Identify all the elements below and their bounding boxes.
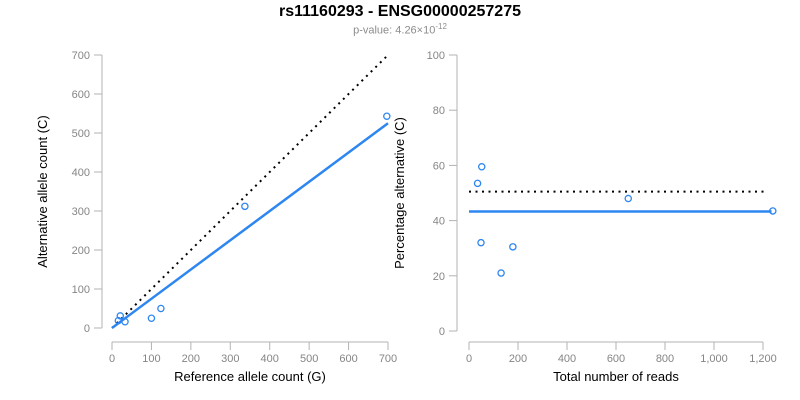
x-tick-label: 400 bbox=[558, 353, 576, 365]
y-tick-label: 0 bbox=[439, 326, 445, 338]
x-tick-label: 200 bbox=[182, 353, 200, 365]
x-tick-label: 100 bbox=[142, 353, 160, 365]
data-point bbox=[473, 179, 482, 188]
data-point bbox=[769, 207, 777, 215]
y-tick-label: 700 bbox=[72, 50, 90, 62]
x-tick-label: 1,000 bbox=[700, 353, 728, 365]
x-tick-label: 500 bbox=[300, 353, 318, 365]
x-tick-label: 700 bbox=[379, 353, 397, 365]
data-point bbox=[509, 243, 517, 251]
x-tick-label: 300 bbox=[221, 353, 239, 365]
y-tick-label: 80 bbox=[433, 105, 445, 117]
y-tick-label: 300 bbox=[72, 206, 90, 218]
p-value-exponent: -12 bbox=[435, 22, 447, 31]
identity-line bbox=[111, 54, 389, 329]
x-axis-title: Total number of reads bbox=[553, 369, 679, 384]
y-axis-title: Percentage alternative (C) bbox=[392, 117, 407, 269]
data-point bbox=[477, 238, 485, 247]
data-point bbox=[116, 312, 125, 320]
y-tick-label: 400 bbox=[72, 167, 90, 179]
x-tick-label: 400 bbox=[261, 353, 279, 365]
data-point bbox=[624, 194, 633, 203]
figure-subtitle: p-value: 4.26×10-12 bbox=[0, 22, 800, 37]
data-point bbox=[477, 163, 486, 171]
data-point bbox=[241, 202, 249, 211]
x-axis-title: Reference allele count (G) bbox=[174, 369, 326, 384]
data-point bbox=[114, 316, 123, 325]
x-tick-label: 600 bbox=[339, 353, 357, 365]
data-point bbox=[157, 304, 165, 313]
x-tick-label: 0 bbox=[466, 353, 472, 365]
x-tick-label: 800 bbox=[656, 353, 674, 365]
figure-title: rs11160293 - ENSG00000257275 bbox=[279, 3, 521, 20]
data-point bbox=[383, 112, 391, 120]
data-point bbox=[147, 314, 156, 322]
y-tick-label: 600 bbox=[72, 89, 90, 101]
y-tick-label: 40 bbox=[433, 216, 445, 228]
data-point bbox=[497, 269, 505, 277]
fit-line bbox=[111, 122, 389, 330]
x-tick-label: 1,200 bbox=[749, 353, 777, 365]
y-tick-label: 100 bbox=[72, 284, 90, 296]
y-tick-label: 100 bbox=[427, 50, 445, 62]
y-tick-label: 20 bbox=[433, 271, 445, 283]
x-tick-label: 200 bbox=[509, 353, 527, 365]
y-tick-label: 60 bbox=[433, 160, 445, 172]
y-axis-title: Alternative allele count (C) bbox=[35, 115, 50, 267]
y-tick-label: 200 bbox=[72, 245, 90, 257]
y-tick-label: 500 bbox=[72, 128, 90, 140]
y-tick-label: 0 bbox=[84, 323, 90, 335]
x-tick-label: 0 bbox=[109, 353, 115, 365]
data-point bbox=[121, 318, 129, 326]
x-tick-label: 600 bbox=[607, 353, 625, 365]
p-value-text: p-value: 4.26×10 bbox=[353, 24, 436, 37]
